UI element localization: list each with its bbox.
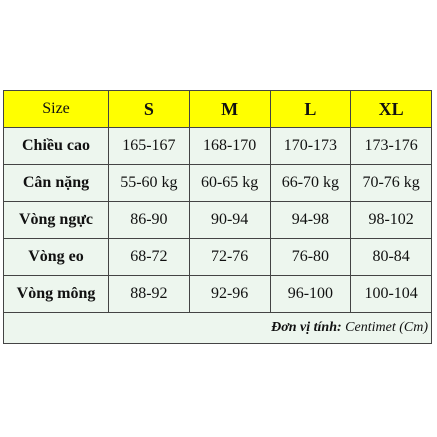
footer-unit: Centimet (Cm) — [345, 320, 428, 335]
row-label: Vòng ngực — [3, 201, 109, 239]
cell: 90-94 — [188, 201, 271, 239]
cell: 55-60 kg — [108, 164, 190, 202]
row-label: Cân nặng — [3, 164, 109, 202]
cell: 70-76 kg — [350, 164, 432, 202]
row-label: Vòng eo — [3, 238, 109, 276]
cell: 168-170 — [188, 127, 271, 165]
table-row: Vòng mông 88-92 92-96 96-100 100-104 — [3, 275, 432, 313]
table-row: Vòng ngực 86-90 90-94 94-98 98-102 — [3, 201, 432, 239]
cell: 76-80 — [269, 238, 352, 276]
cell: 72-76 — [188, 238, 271, 276]
table-row: Chiều cao 165-167 168-170 170-173 173-176 — [3, 127, 432, 165]
header-row: Size S M L XL — [3, 90, 432, 128]
cell: 98-102 — [350, 201, 432, 239]
row-label: Vòng mông — [3, 275, 109, 313]
cell: 100-104 — [350, 275, 432, 313]
table-row: Vòng eo 68-72 72-76 76-80 80-84 — [3, 238, 432, 276]
cell: 96-100 — [269, 275, 352, 313]
footer-cell: Đơn vị tính: Centimet (Cm) — [3, 312, 432, 344]
header-cell: L — [269, 90, 352, 128]
header-cell: M — [188, 90, 271, 128]
cell: 66-70 kg — [269, 164, 352, 202]
cell: 86-90 — [108, 201, 190, 239]
header-cell: Size — [3, 90, 109, 128]
size-table: Size S M L XL Chiều cao 165-167 168-170 170… — [3, 90, 432, 344]
cell: 173-176 — [350, 127, 432, 165]
header-cell: XL — [350, 90, 432, 128]
cell: 92-96 — [188, 275, 271, 313]
row-label: Chiều cao — [3, 127, 109, 165]
cell: 68-72 — [108, 238, 190, 276]
cell: 80-84 — [350, 238, 432, 276]
cell: 88-92 — [108, 275, 190, 313]
cell: 165-167 — [108, 127, 190, 165]
cell: 94-98 — [269, 201, 352, 239]
footer-label: Đơn vị tính: — [271, 320, 342, 335]
table-body: Size S M L XL Chiều cao 165-167 168-170 170… — [3, 90, 432, 344]
cell: 60-65 kg — [188, 164, 271, 202]
table-row: Cân nặng 55-60 kg 60-65 kg 66-70 kg 70-76 kg — [3, 164, 432, 202]
header-cell: S — [108, 90, 190, 128]
footer-row: Đơn vị tính: Centimet (Cm) — [3, 312, 432, 344]
cell: 170-173 — [269, 127, 352, 165]
